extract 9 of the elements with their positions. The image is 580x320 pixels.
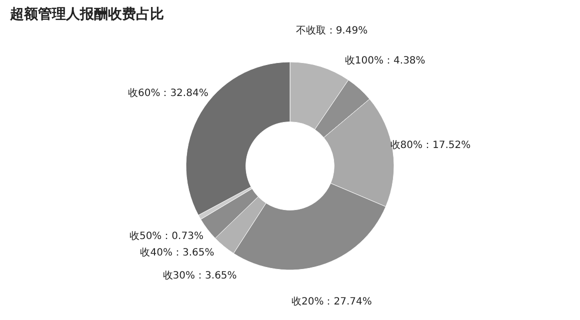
slice-label: 收100%：4.38%: [344, 56, 426, 67]
slice-label: 收80%：17.52%: [390, 140, 471, 151]
slice-label: 收50%：0.73%: [129, 231, 204, 242]
slice-label: 收60%：32.84%: [128, 88, 208, 100]
slice-label: 收20%：27.74%: [291, 296, 372, 308]
slice-label: 收30%：3.65%: [162, 270, 237, 282]
slice-label: 收40%：3.65%: [140, 247, 214, 258]
slice-label: 不收取：9.49%: [296, 25, 368, 36]
chart-title: 超额管理人报酬收费占比: [9, 5, 164, 22]
